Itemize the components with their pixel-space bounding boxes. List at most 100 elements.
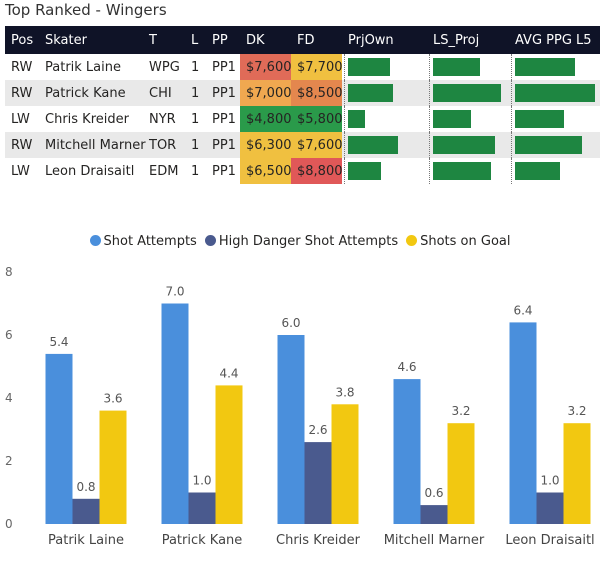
data-label: 0.8 [76,480,95,494]
cell-pos: LW [11,163,30,179]
bar-shot-attempts [277,335,305,524]
cell-separator [344,80,345,106]
page-title: Top Ranked - Wingers [5,1,167,19]
cell-dk-salary: $7,600 [240,54,292,80]
avg-ppg-bar [515,84,595,102]
ls-proj-bar [433,58,480,76]
cell-pos: RW [5,80,39,106]
cell-team: TOR [143,132,185,158]
bar-shots-on-goal [215,385,243,524]
table-header-row: Pos Skater T L PP DK FD PrjOwn LS_Proj AVG PPG L5 [5,26,600,54]
cell-pp: PP1 [212,111,236,127]
cell-fd-salary: $8,500 [291,80,343,106]
cell-pos: RW [5,132,39,158]
cell-separator [511,132,512,158]
cell-team: WPG [149,59,180,75]
y-tick-label: 8 [5,265,13,279]
legend-item[interactable]: Shot Attempts [89,234,197,249]
cell-skater: Mitchell Marner [39,132,146,158]
cell-prjown-bar [342,158,427,184]
cell-skater: Patrick Kane [39,80,143,106]
x-tick-label: Patrik Laine [48,533,124,548]
cell-separator [344,106,345,132]
cell-separator [429,158,430,184]
data-label: 5.4 [49,335,68,349]
table-row: LW Leon Draisaitl EDM 1 PP1 $6,500 $8,800 [5,158,600,184]
cell-ls-proj-bar [427,132,509,158]
cell-avg-ppg-bar [509,132,600,158]
data-label: 2.6 [308,423,327,437]
data-label: 1.0 [540,474,559,488]
cell-pp: PP1 [212,59,236,75]
legend-label: Shot Attempts [103,234,197,249]
data-label: 4.6 [397,360,416,374]
legend-item[interactable]: High Danger Shot Attempts [204,234,399,249]
column-header-fd[interactable]: FD [291,26,342,54]
cell-fd-salary: $8,800 [291,158,343,184]
cell-separator [429,80,430,106]
cell-dk-salary: $7,000 [240,80,292,106]
cell-avg-ppg-bar [509,80,600,106]
ls-proj-bar [433,162,491,180]
cell-separator [344,132,345,158]
column-header-line[interactable]: L [185,26,206,54]
ls-proj-bar [433,136,495,154]
x-tick-label: Leon Draisaitl [505,533,594,548]
ls-proj-bar [433,110,471,128]
bar-shots-on-goal [331,404,359,524]
cell-prjown-bar [342,106,427,132]
data-label: 1.0 [192,474,211,488]
x-tick-label: Chris Kreider [276,533,361,548]
cell-fd-salary: $7,700 [291,54,343,80]
cell-ls-proj-bar [427,106,509,132]
column-header-prjown[interactable]: PrjOwn [342,26,427,54]
cell-line: 1 [191,111,200,127]
data-label: 3.2 [567,404,586,418]
prjown-bar [348,110,365,128]
cell-avg-ppg-bar [509,54,600,80]
data-label: 3.2 [451,404,470,418]
data-label: 6.0 [281,316,300,330]
bar-shots-on-goal [447,423,475,524]
legend-label: Shots on Goal [420,234,511,249]
cell-prjown-bar [342,54,427,80]
x-tick-label: Patrick Kane [162,533,243,548]
legend-dot-icon [89,235,101,246]
column-header-pos[interactable]: Pos [5,26,39,54]
cell-prjown-bar [342,80,427,106]
cell-separator [429,132,430,158]
cell-skater: Chris Kreider [45,111,129,127]
wingers-table: Pos Skater T L PP DK FD PrjOwn LS_Proj AVG PPG L5… [5,26,600,184]
avg-ppg-bar [515,136,582,154]
cell-dk-salary: $6,300 [240,132,292,158]
cell-skater: Leon Draisaitl [45,163,135,179]
prjown-bar [348,58,390,76]
cell-avg-ppg-bar [509,106,600,132]
cell-team: CHI [143,80,185,106]
cell-ls-proj-bar [427,80,509,106]
column-header-dk[interactable]: DK [240,26,291,54]
column-header-team[interactable]: T [143,26,185,54]
data-label: 3.8 [335,385,354,399]
legend-label: High Danger Shot Attempts [218,234,399,249]
y-tick-label: 4 [5,391,13,405]
shots-bar-chart: 0 2 4 6 8 5.4 0.8 3.6 Patrik Laine 7.0 1.0 4.4 Patri… [5,265,595,548]
cell-fd-salary: $7,600 [291,132,343,158]
cell-separator [511,80,512,106]
legend-dot-icon [406,235,418,246]
cell-separator [511,158,512,184]
cell-pp: PP1 [206,80,240,106]
column-header-skater[interactable]: Skater [39,26,143,54]
bar-high-danger-shot-attempts [420,505,448,524]
cell-separator [511,54,512,80]
prjown-bar [348,84,393,102]
legend-item[interactable]: Shots on Goal [406,234,511,249]
table-row: RW Patrick Kane CHI 1 PP1 $7,000 $8,500 [5,80,600,106]
bar-shots-on-goal [99,410,127,524]
cell-dk-salary: $6,500 [240,158,292,184]
column-header-pp[interactable]: PP [206,26,240,54]
y-tick-label: 2 [5,454,13,468]
cell-line: 1 [191,163,200,179]
column-header-avg-ppg[interactable]: AVG PPG L5 [509,26,600,54]
column-header-ls-proj[interactable]: LS_Proj [427,26,509,54]
